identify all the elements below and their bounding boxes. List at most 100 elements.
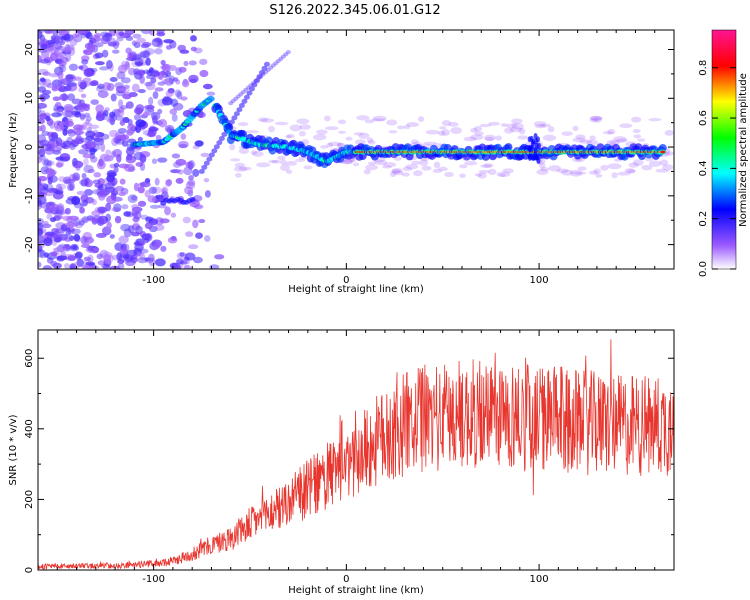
spectrogram-cell xyxy=(194,140,204,147)
spectrogram-cell xyxy=(113,136,122,144)
spectrogram-cell xyxy=(38,118,43,124)
spectrogram-cell xyxy=(77,102,88,108)
spectrogram-cell xyxy=(253,78,259,83)
spectrogram-cell xyxy=(119,134,130,141)
spectrogram-cell xyxy=(533,151,538,158)
spectrogram-cell xyxy=(256,162,271,168)
spectrogram-cell xyxy=(175,177,184,184)
spectrogram-cell xyxy=(589,170,599,175)
spectrogram-cell xyxy=(483,163,494,168)
spectrogram-cell xyxy=(214,254,225,260)
spectrogram-cell xyxy=(91,34,101,43)
spectrogram-cell xyxy=(41,49,50,59)
spectrogram-cell xyxy=(536,157,541,164)
spectrogram-cell xyxy=(105,213,112,222)
colorbar-tick-label: 0.4 xyxy=(698,160,709,176)
spectrogram-cell xyxy=(539,123,551,128)
spectrogram-cell xyxy=(72,176,80,182)
spectrogram-cell xyxy=(135,162,144,167)
spectrogram-cell xyxy=(75,30,85,34)
spectrogram-cell xyxy=(38,246,42,252)
spectrogram-cell xyxy=(195,232,203,239)
spectrogram-cell xyxy=(577,166,587,171)
snr-y-tick-label: 400 xyxy=(24,419,35,438)
spectrogram-cell xyxy=(278,56,284,61)
spectrogram-cell xyxy=(540,167,550,172)
spectrogram-cell xyxy=(82,122,93,127)
spectrogram-cell xyxy=(119,178,126,185)
spectrogram-cell xyxy=(140,30,152,35)
spectrogram-cell xyxy=(154,258,166,267)
spectrogram-cell xyxy=(39,77,46,82)
snr-plot-area xyxy=(38,330,674,570)
spectrogram-cell xyxy=(145,81,156,91)
spectrogram-cell xyxy=(120,77,131,84)
spectrogram-cell xyxy=(70,244,78,250)
spectrogram-cell xyxy=(432,168,443,173)
spectrogram-cell xyxy=(179,49,190,54)
snr-panel: -100 0 100 0 200 400 600 Height of straight li… xyxy=(8,329,675,596)
spectrogram-cell xyxy=(243,94,250,100)
spectrogram-cell xyxy=(78,148,89,155)
spectrogram-cell xyxy=(483,134,497,141)
spectrogram-cell xyxy=(637,138,646,142)
spectrogram-cell xyxy=(131,40,137,46)
spectrogram-cell xyxy=(402,166,413,172)
spectrogram-x-tick-label: -100 xyxy=(142,275,165,286)
spectrogram-cell xyxy=(66,129,75,134)
spectrogram-cell xyxy=(474,131,484,136)
spectrogram-cell xyxy=(250,150,258,155)
spectrogram-cell xyxy=(405,163,419,170)
spectrogram-cell xyxy=(480,164,492,168)
spectrogram-cell xyxy=(641,164,653,171)
spectrogram-cell xyxy=(38,183,46,192)
spectrogram-cell xyxy=(401,172,410,177)
spectrogram-cell xyxy=(589,118,599,123)
spectrogram-cell xyxy=(533,121,547,127)
spectrogram-cell xyxy=(125,211,134,218)
spectrogram-cell xyxy=(65,53,72,62)
spectrogram-cell xyxy=(298,130,306,137)
spectrogram-cell xyxy=(101,49,109,58)
spectrogram-cell xyxy=(125,155,137,164)
spectrogram-cell xyxy=(589,115,602,121)
spectrogram-cell xyxy=(137,88,146,94)
spectrogram-cell xyxy=(97,206,108,214)
spectrogram-cell xyxy=(437,130,446,136)
spectrogram-cell xyxy=(47,175,53,185)
spectrogram-cell xyxy=(58,64,65,70)
spectrogram-cell xyxy=(57,70,64,80)
spectrogram-cell xyxy=(211,148,218,154)
spectrogram-cell xyxy=(79,206,85,214)
spectrogram-cell xyxy=(85,246,96,253)
spectrogram-cell xyxy=(69,245,79,252)
spectrogram-x-label: Height of straight line (km) xyxy=(288,284,424,295)
spectrogram-cell xyxy=(64,236,72,242)
spectrogram-cell xyxy=(572,157,585,163)
spectrogram-cell xyxy=(135,124,142,133)
spectrogram-cell xyxy=(184,186,194,195)
spectrogram-cell xyxy=(216,140,223,146)
snr-y-label: SNR (10 * v/v) xyxy=(8,414,19,485)
spectrogram-cell xyxy=(106,221,112,230)
spectrogram-cell xyxy=(477,172,487,179)
spectrogram-cell xyxy=(274,121,289,126)
spectrogram-cell xyxy=(102,82,112,91)
spectrogram-cell xyxy=(115,85,127,94)
spectrogram-cell xyxy=(265,67,271,72)
spectrogram-cell xyxy=(167,64,177,72)
snr-x-label: Height of straight line (km) xyxy=(288,585,424,596)
spectrogram-cell xyxy=(102,109,109,117)
spectrogram-cell xyxy=(120,105,129,110)
spectrogram-cell xyxy=(154,177,160,186)
spectrogram-cell xyxy=(152,91,159,99)
spectrogram-cell xyxy=(182,216,191,224)
spectrogram-cell xyxy=(404,124,411,130)
spectrogram-cell xyxy=(76,258,84,267)
spectrogram-y-tick-label: 10 xyxy=(24,92,35,105)
spectrogram-cell xyxy=(444,171,454,177)
spectrogram-cell xyxy=(118,31,125,37)
spectrogram-cell xyxy=(105,149,112,155)
spectrogram-cell xyxy=(111,254,120,261)
spectrogram-cell xyxy=(257,117,269,122)
